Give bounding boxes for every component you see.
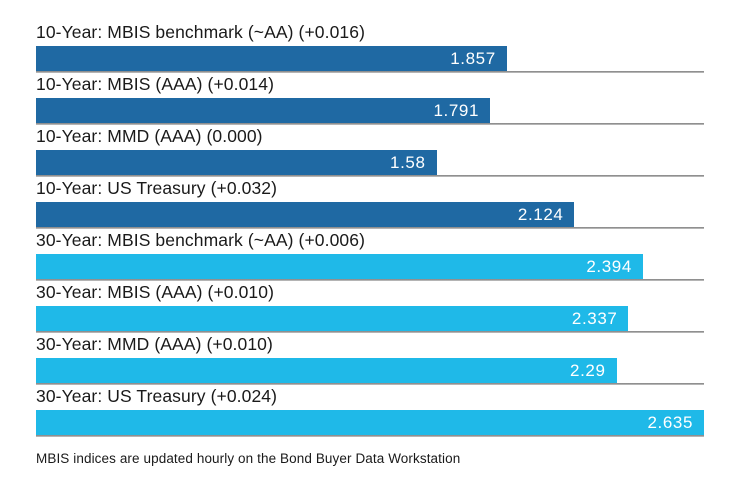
bar: 1.791 [36,98,491,123]
chart-row: 10-Year: MMD (AAA) (0.000) 1.58 [36,125,704,177]
bar-label: 30-Year: MBIS benchmark (~AA) (+0.006) [36,230,366,250]
row-divider [36,123,704,125]
bar-label: 10-Year: US Treasury (+0.032) [36,178,278,198]
bar-label: 30-Year: MBIS (AAA) (+0.010) [36,282,275,302]
bar-value-label: 1.58 [390,152,426,172]
chart-row: 30-Year: MBIS (AAA) (+0.010) 2.337 [36,281,704,333]
bar: 2.337 [36,306,629,331]
bar-label: 10-Year: MBIS benchmark (~AA) (+0.016) [36,22,366,42]
chart-rows: 10-Year: MBIS benchmark (~AA) (+0.016) 1… [36,21,704,437]
bar-label: 10-Year: MBIS (AAA) (+0.014) [36,74,275,94]
chart-row: 10-Year: US Treasury (+0.032) 2.124 [36,177,704,229]
chart-row: 10-Year: MBIS benchmark (~AA) (+0.016) 1… [36,21,704,73]
bar-value-label: 2.29 [570,360,606,380]
bar: 1.857 [36,46,507,71]
bar: 1.58 [36,150,437,175]
row-divider [36,383,704,385]
chart-row: 10-Year: MBIS (AAA) (+0.014) 1.791 [36,73,704,125]
chart-footnote: MBIS indices are updated hourly on the B… [36,451,461,466]
bar: 2.394 [36,254,643,279]
bar-value-label: 2.635 [647,412,693,432]
row-divider [36,331,704,333]
row-divider [36,435,704,437]
bar: 2.124 [36,202,575,227]
row-divider [36,175,704,177]
chart-row: 30-Year: MBIS benchmark (~AA) (+0.006) 2… [36,229,704,281]
bar-value-label: 1.791 [433,100,480,120]
chart-row: 30-Year: US Treasury (+0.024) 2.635 [36,385,704,437]
row-divider [36,71,704,73]
bar-label: 30-Year: US Treasury (+0.024) [36,386,278,406]
bar-label: 10-Year: MMD (AAA) (0.000) [36,126,263,146]
bar: 2.635 [36,410,704,435]
bar-value-label: 1.857 [450,48,496,68]
yield-bar-chart: 10-Year: MBIS benchmark (~AA) (+0.016) 1… [36,21,704,466]
row-divider [36,279,704,281]
bar-value-label: 2.337 [571,308,618,328]
bar-value-label: 2.124 [517,204,564,224]
bar: 2.29 [36,358,617,383]
bar-value-label: 2.394 [586,256,632,276]
row-divider [36,227,704,229]
bar-label: 30-Year: MMD (AAA) (+0.010) [36,334,273,354]
chart-row: 30-Year: MMD (AAA) (+0.010) 2.29 [36,333,704,385]
